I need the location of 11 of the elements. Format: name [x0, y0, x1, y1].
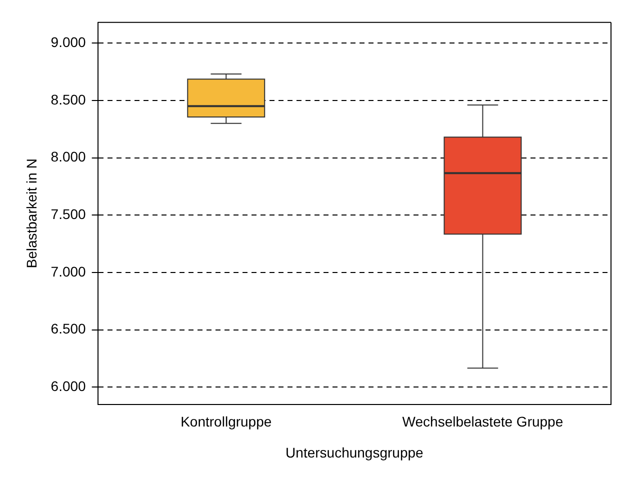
y-tick-label: 8.000 [50, 148, 86, 165]
x-tick-label: Wechselbelastete Gruppe [402, 414, 564, 430]
y-tick-label: 9.000 [50, 34, 86, 50]
y-tick-label: 7.500 [50, 206, 86, 222]
x-tick-label: Kontrollgruppe [180, 414, 272, 430]
y-axis-title: Belastbarkeit in N [23, 158, 40, 268]
y-tick-label: 6.000 [50, 378, 86, 394]
y-tick-label: 8.500 [50, 91, 86, 108]
x-axis-title: Untersuchungsgruppe [286, 444, 424, 460]
y-tick-label: 7.000 [50, 263, 86, 280]
y-tick-label: 6.500 [50, 320, 86, 337]
